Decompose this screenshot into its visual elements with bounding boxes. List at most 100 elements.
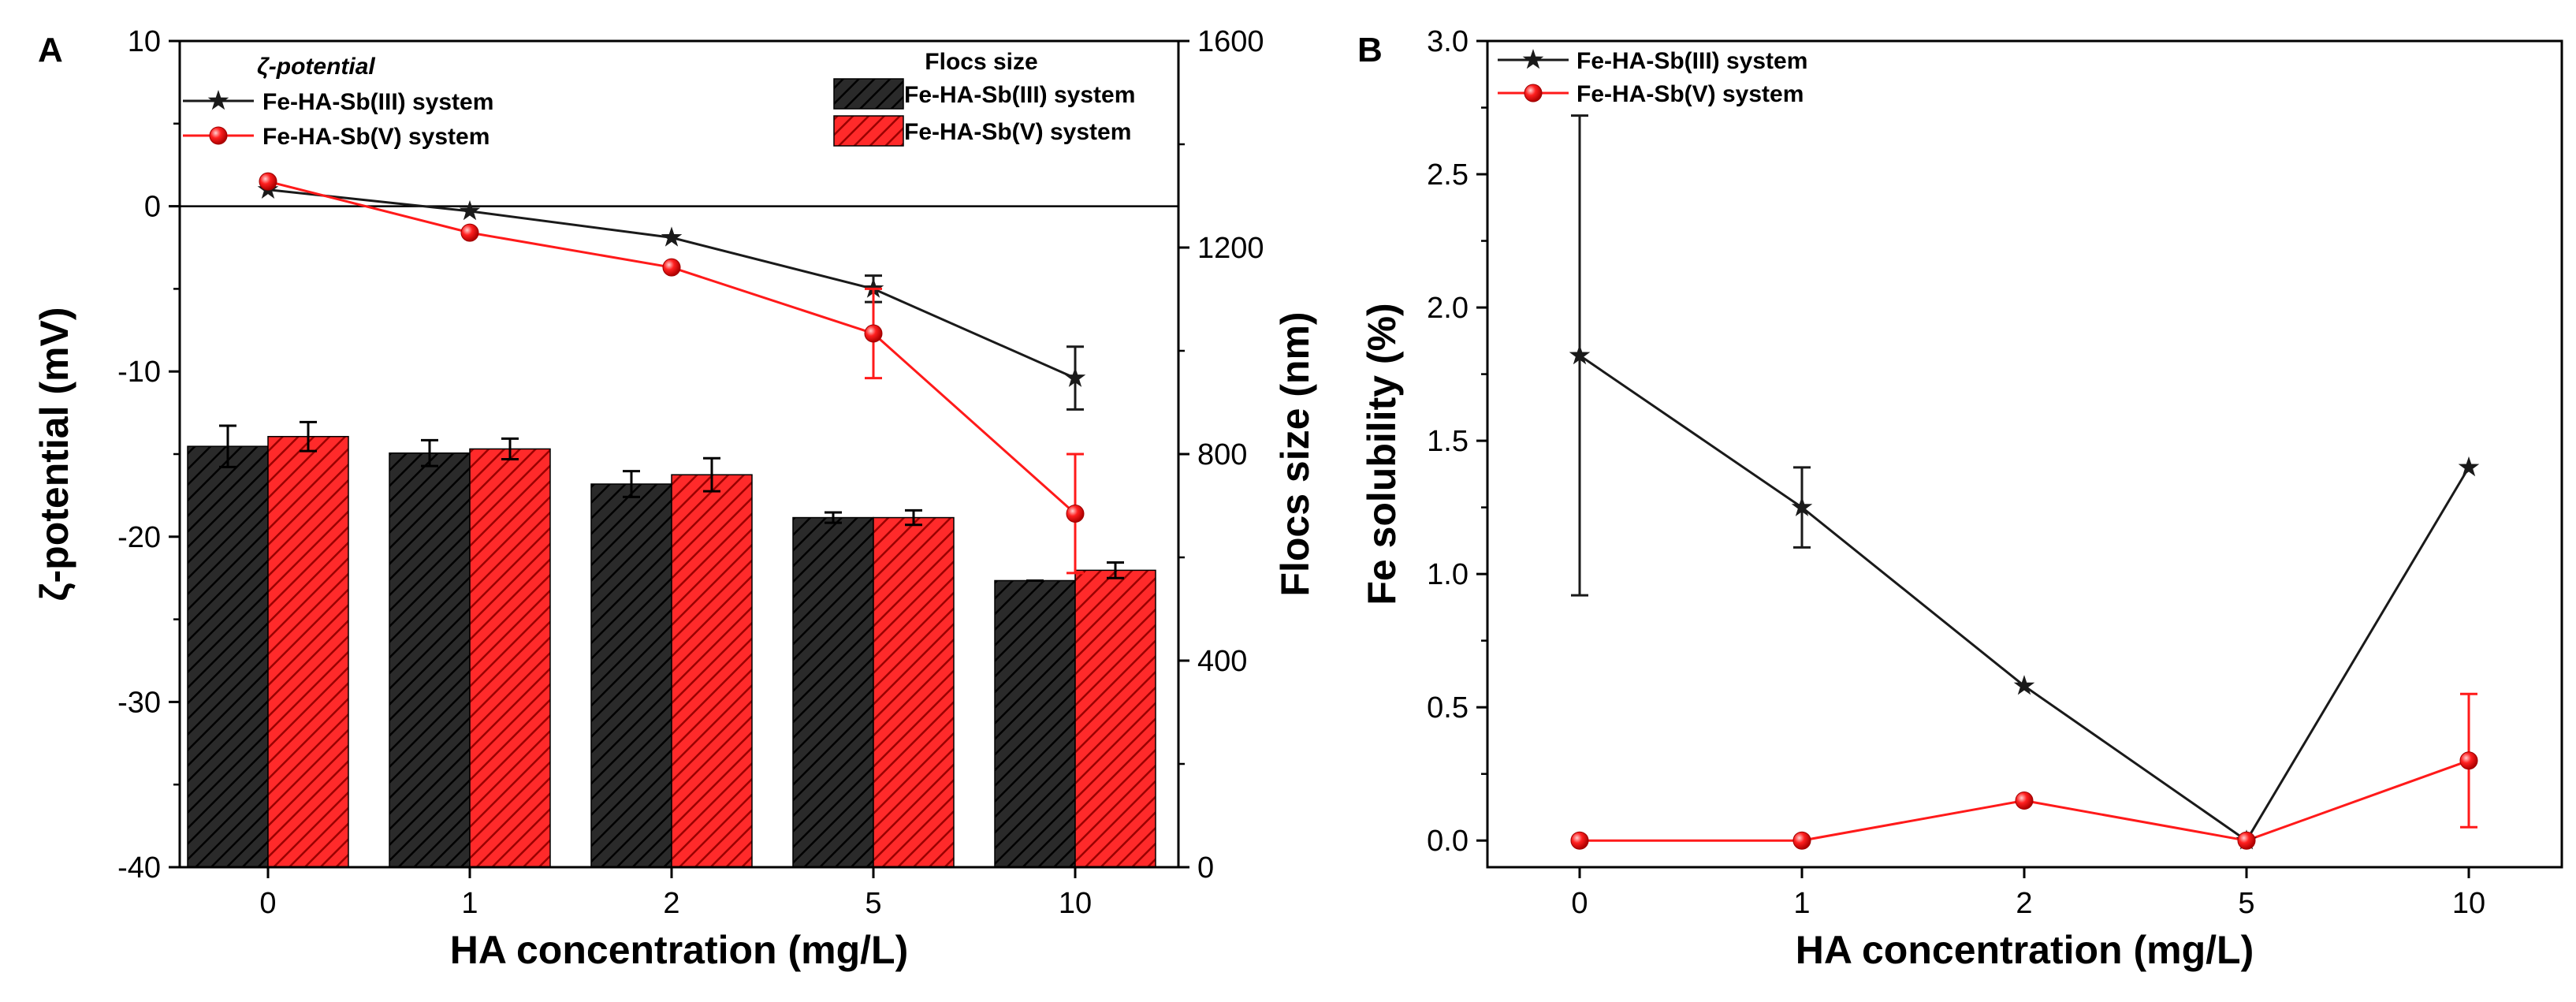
left-tick-label: -10 [117,356,161,389]
panel-b-ticks: 0.0 0.5 1.0 1.5 2.0 2.5 3.0 0 1 2 5 10 [1427,25,2485,920]
y-tick-label: 0.0 [1427,825,1469,858]
left-tick-label: -20 [117,521,161,554]
legend-bar-label: Fe-HA-Sb(V) system [904,119,1131,145]
bar [873,516,955,868]
bar [389,452,471,868]
x-tick-label: 10 [2452,887,2485,920]
panel-a-bar-error-bars [219,420,1124,582]
x-tick-label: 0 [259,887,276,920]
x-tick-label: 1 [461,887,478,920]
data-point [1791,496,1813,516]
panel-a-legend: ζ-potential Flocs size Fe-HA-Sb(III) sys… [183,49,1135,150]
data-point [460,223,479,242]
data-point [259,172,277,191]
panel-a-ticks: 10 0 -10 -20 -30 -40 1600 1200 800 400 0 0 1 2 5 10 [117,25,1264,920]
x-tick-label: 2 [663,887,679,920]
bar [792,516,874,868]
bar-error-bar [219,424,236,468]
left-tick-label: 0 [144,191,161,224]
legend-line-label: Fe-HA-Sb(V) system [262,124,490,150]
series-line [267,188,1076,379]
legend-label: Fe-HA-Sb(III) system [1576,48,1807,74]
data-point [662,258,681,277]
data-point [2458,456,2480,477]
panel-a-bars [187,435,1156,868]
y-tick-label: 2.5 [1427,158,1469,192]
right-tick-label: 1600 [1197,25,1264,58]
panel-b: B 0.0 0.5 1.0 1.5 2.0 2.5 3.0 0 1 2 5 10 HA concent… [1357,25,2563,972]
right-tick-label: 0 [1197,851,1214,885]
legend-bar-title: Flocs size [925,49,1037,75]
panel-b-line-series [1569,114,2480,850]
x-tick-label: 5 [865,887,881,920]
legend-bar-swatch [833,78,904,110]
y-tick-label: 1.5 [1427,425,1469,458]
data-point [1792,831,1811,850]
legend-label: Fe-HA-Sb(V) system [1576,81,1804,107]
bar-error-bar [501,437,519,461]
data-point [1570,831,1589,850]
y-tick-label: 2.0 [1427,292,1469,325]
legend-bar-label: Fe-HA-Sb(III) system [904,82,1135,108]
right-tick-label: 1200 [1197,232,1264,265]
bar-error-bar [825,511,842,524]
panel-b-legend: Fe-HA-Sb(III) system Fe-HA-Sb(V) system [1498,48,1807,107]
panel-b-plot-frame [1486,39,2563,869]
left-tick-label: -30 [117,686,161,719]
panel-a-x-axis-label: HA concentration (mg/L) [450,928,908,972]
data-point [1064,367,1086,387]
panel-a-y-axis-label-right: Flocs size (nm) [1273,311,1317,596]
bar-error-bar [905,508,922,527]
legend-line-title: ζ-potential [257,54,375,80]
x-tick-label: 2 [2016,887,2032,920]
data-point [2459,751,2478,770]
x-tick-label: 5 [2238,887,2254,920]
bar-error-bar [300,420,317,453]
bar-error-bar [421,438,438,467]
legend-marker [209,126,228,145]
left-tick-label: -40 [117,851,161,885]
panel-b-letter: B [1357,31,1383,69]
bar [469,448,551,868]
panel-a-line-series [257,172,1086,575]
data-point [661,226,683,247]
bar-error-bar [623,470,640,498]
x-tick-label: 1 [1793,887,1810,920]
bar [994,579,1076,868]
data-point [1569,344,1591,365]
panel-a-y-axis-label-left: ζ-potential (mV) [32,307,76,602]
data-point [1066,504,1085,523]
right-tick-label: 400 [1197,645,1247,678]
bar [671,474,753,868]
y-tick-label: 3.0 [1427,25,1469,58]
series-line [1579,354,2470,843]
data-point [2237,831,2256,850]
bar [590,483,672,868]
panel-b-y-axis-label: Fe solubility (%) [1360,303,1404,605]
bar-error-bar [703,456,720,493]
bar [1074,569,1156,868]
data-point [2013,675,2035,695]
bar-error-bar [1107,561,1124,579]
left-tick-label: 10 [128,25,161,58]
legend-line-label: Fe-HA-Sb(III) system [262,89,493,115]
y-tick-label: 0.5 [1427,691,1469,724]
legend-marker [1522,49,1544,69]
panel-a-letter: A [38,31,63,69]
panel-b-x-axis-label: HA concentration (mg/L) [1796,928,2254,972]
legend-marker [1524,84,1543,102]
legend-bar-swatch [833,115,904,147]
data-point [459,199,481,221]
data-point [2015,791,2034,810]
legend-items: Fe-HA-Sb(III) system Fe-HA-Sb(V) system Fe… [183,78,1135,150]
x-tick-label: 10 [1059,887,1092,920]
bar [187,445,269,868]
legend-marker [207,90,229,110]
right-tick-label: 800 [1197,438,1247,471]
bar [267,435,349,868]
panel-a: A 10 0 -10 -20 -30 -40 1600 1200 800 400 0 0 1 2 5 10 H… [32,25,1317,972]
y-tick-label: 1.0 [1427,558,1469,591]
x-tick-label: 0 [1571,887,1588,920]
data-point [864,324,883,343]
